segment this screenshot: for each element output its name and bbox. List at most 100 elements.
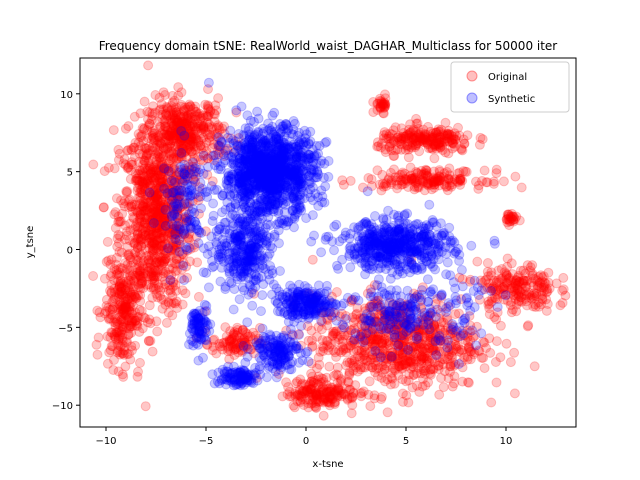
- scatter-point: [110, 333, 121, 344]
- scatter-point: [516, 182, 527, 193]
- scatter-point: [165, 181, 175, 192]
- scatter-point: [372, 165, 383, 176]
- scatter-point: [456, 265, 467, 275]
- scatter-point: [144, 237, 155, 248]
- chart-title: Frequency domain tSNE: RealWorld_waist_D…: [99, 39, 558, 53]
- scatter-point: [420, 380, 431, 391]
- scatter-point: [336, 347, 347, 358]
- scatter-point: [226, 173, 237, 184]
- scatter-point: [279, 207, 290, 218]
- scatter-point: [171, 259, 182, 269]
- scatter-point: [143, 271, 154, 282]
- scatter-point: [167, 239, 178, 250]
- scatter-point: [102, 236, 113, 247]
- scatter-point: [269, 107, 280, 118]
- scatter-point: [142, 132, 153, 143]
- scatter-point: [153, 135, 163, 146]
- scatter-point: [155, 169, 166, 180]
- scatter-point: [159, 211, 169, 222]
- scatter-point: [164, 187, 175, 198]
- scatter-point: [154, 224, 165, 235]
- scatter-point: [122, 250, 133, 261]
- scatter-point: [173, 153, 184, 164]
- scatter-point: [88, 271, 99, 281]
- scatter-point: [193, 291, 204, 302]
- scatter-point: [288, 129, 298, 140]
- scatter-point: [145, 180, 156, 191]
- scatter-point: [457, 145, 468, 156]
- scatter-point: [150, 213, 161, 224]
- scatter-point: [154, 200, 165, 211]
- scatter-point: [135, 165, 146, 176]
- scatter-point: [230, 136, 241, 147]
- scatter-point: [377, 338, 388, 349]
- scatter-point: [242, 317, 253, 328]
- scatter-point: [270, 199, 280, 210]
- scatter-point: [215, 140, 225, 151]
- scatter-point: [234, 153, 245, 164]
- scatter-point: [134, 270, 144, 281]
- scatter-point: [136, 231, 147, 242]
- scatter-point: [167, 263, 178, 274]
- scatter-point: [249, 210, 260, 221]
- scatter-point: [147, 274, 158, 285]
- scatter-point: [168, 208, 179, 218]
- scatter-point: [147, 146, 158, 156]
- scatter-point: [159, 276, 170, 286]
- scatter-point: [139, 96, 150, 107]
- scatter-point: [159, 212, 170, 223]
- scatter-point: [150, 173, 161, 184]
- scatter-point: [163, 296, 174, 307]
- scatter-point: [135, 209, 146, 220]
- scatter-point: [166, 270, 177, 280]
- scatter-point: [372, 141, 383, 152]
- scatter-point: [179, 174, 190, 185]
- scatter-point: [228, 304, 239, 315]
- scatter-point: [115, 216, 126, 227]
- scatter-point: [165, 204, 176, 215]
- scatter-point: [152, 222, 163, 233]
- scatter-point: [365, 401, 376, 412]
- scatter-point: [129, 247, 140, 258]
- scatter-point: [167, 291, 178, 302]
- scatter-point: [146, 207, 157, 218]
- scatter-point: [400, 131, 410, 142]
- scatter-point: [167, 104, 178, 115]
- scatter-point: [112, 302, 123, 313]
- scatter-point: [239, 226, 250, 237]
- scatter-point: [522, 321, 533, 332]
- scatter-point: [136, 216, 147, 227]
- scatter-point: [267, 173, 278, 184]
- scatter-point: [150, 271, 161, 282]
- scatter-point: [137, 189, 148, 199]
- scatter-point: [250, 222, 260, 233]
- scatter-point: [317, 382, 328, 393]
- scatter-point: [122, 278, 133, 289]
- scatter-point: [247, 300, 258, 311]
- scatter-point: [126, 201, 137, 212]
- scatter-point: [191, 333, 202, 343]
- scatter-point: [177, 249, 188, 260]
- scatter-point: [147, 142, 158, 153]
- scatter-point: [247, 144, 258, 155]
- scatter-point: [400, 144, 411, 155]
- scatter-point: [133, 129, 144, 139]
- scatter-point: [173, 195, 184, 206]
- scatter-point: [320, 137, 331, 148]
- scatter-point: [380, 376, 390, 387]
- scatter-point: [324, 361, 335, 372]
- scatter-point: [135, 235, 146, 246]
- scatter-point: [397, 388, 408, 399]
- scatter-point: [164, 194, 175, 205]
- scatter-point: [383, 174, 394, 185]
- scatter-point: [137, 177, 148, 188]
- scatter-point: [125, 254, 136, 265]
- scatter-point: [120, 220, 131, 231]
- scatter-point: [110, 207, 121, 218]
- scatter-point: [139, 123, 150, 134]
- scatter-point: [130, 221, 141, 232]
- scatter-point: [119, 154, 130, 165]
- scatter-point: [158, 199, 169, 210]
- scatter-point: [178, 147, 188, 158]
- scatter-point: [223, 183, 234, 194]
